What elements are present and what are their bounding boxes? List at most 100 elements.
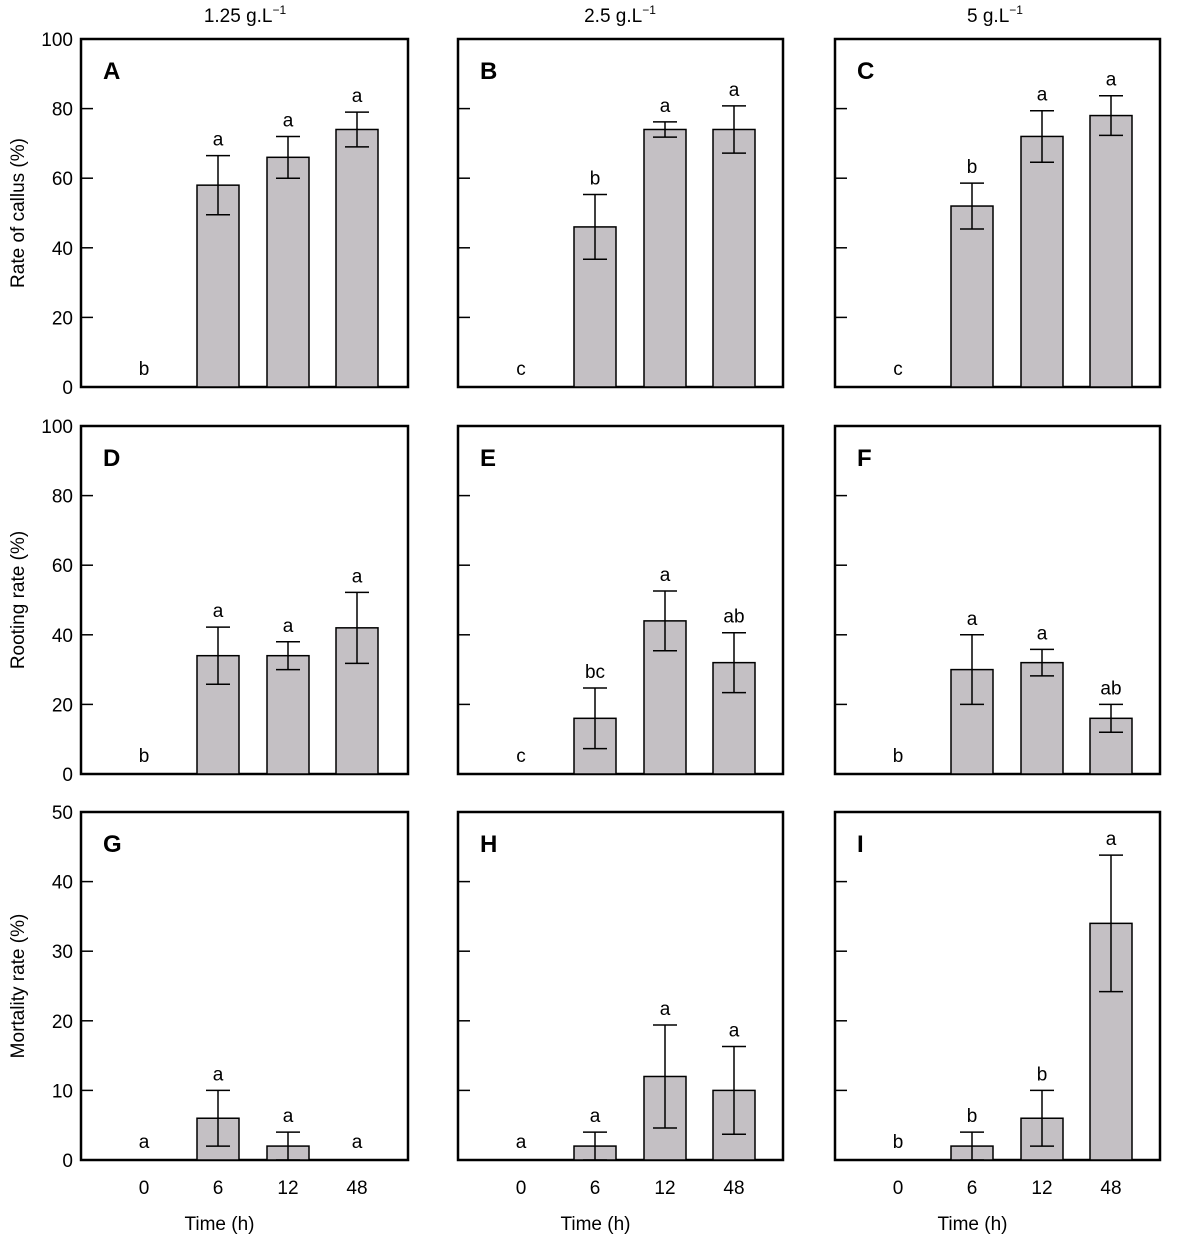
significance-letter: b [893,1132,904,1153]
significance-letter: ab [723,607,744,628]
panel-D: D 0 20 40 60 80 100 b a a a [41,417,410,786]
significance-letter: a [283,1106,294,1127]
x-tick-label: 0 [516,1178,527,1199]
significance-letter: a [660,96,671,117]
panel-frame [456,810,785,1162]
panel-frame [79,810,410,1162]
x-axis-title: Time (h) [560,1214,630,1235]
panel-label: E [480,445,496,472]
bar [266,156,310,388]
x-tick-label: 0 [893,1178,904,1199]
significance-letter: ab [1100,678,1121,699]
panel-frame [456,424,785,776]
x-tick-label: 48 [1100,1178,1121,1199]
significance-letter: a [1106,70,1117,91]
significance-letter: a [1037,85,1048,106]
bar [335,128,379,388]
significance-letter: b [893,746,904,767]
y-tick-label: 20 [52,695,73,716]
significance-letter: a [1106,829,1117,850]
significance-letter: a [729,80,740,101]
x-tick-label: 12 [654,1178,675,1199]
panel-G: G 0 10 20 30 40 50 a 0 a 6 a 12 a 48 Time (h) [52,803,410,1235]
significance-letter: a [213,601,224,622]
column-title-1: 1.25 g.L−1 [204,3,287,27]
column-titles: 1.25 g.L−1 2.5 g.L−1 5 g.L−1 [204,3,1023,27]
significance-letter: b [139,359,150,380]
x-tick-label: 6 [213,1178,224,1199]
significance-letter: a [967,609,978,630]
panel-frame [833,424,1162,776]
significance-letter: c [516,746,526,767]
panel-label: H [480,831,497,858]
y-tick-label: 10 [52,1081,73,1102]
x-tick-label: 0 [139,1178,150,1199]
panel-E: Ec bc a ab [456,424,785,776]
y-tick-label: 20 [52,1012,73,1033]
y-tick-label: 80 [52,100,73,121]
y-tick-label: 50 [52,803,73,824]
significance-letter: b [1037,1064,1048,1085]
x-tick-label: 48 [723,1178,744,1199]
significance-letter: b [590,169,601,190]
significance-letter: b [967,157,978,178]
x-tick-label: 48 [346,1178,367,1199]
significance-letter: b [139,746,150,767]
y-tick-label: 0 [62,378,73,399]
y-tick-label: 80 [52,487,73,508]
significance-letter: a [283,110,294,131]
panel-label: B [480,58,497,85]
significance-letter: a [352,1132,363,1153]
bar [643,128,687,388]
significance-letter: b [967,1106,978,1127]
significance-letter: a [729,1021,740,1042]
bar [1020,135,1064,388]
x-tick-label: 12 [1031,1178,1052,1199]
panel-B: Bc b a a [456,37,785,389]
panel-label: G [103,831,122,858]
y-tick-label: 100 [41,30,73,51]
y-tick-label: 40 [52,239,73,260]
bar [950,205,994,388]
bar [266,654,310,775]
x-tick-label: 12 [277,1178,298,1199]
significance-letter: a [213,130,224,151]
panel-label: D [103,445,120,472]
x-axis-title: Time (h) [937,1214,1007,1235]
y-tick-label: 0 [62,765,73,786]
panel-frame [833,37,1162,389]
panel-label: C [857,58,874,85]
significance-letter: a [590,1106,601,1127]
panel-C: Cc b a a [833,37,1162,389]
x-tick-label: 6 [590,1178,601,1199]
x-axis-title: Time (h) [184,1214,254,1235]
column-title-3: 5 g.L−1 [967,3,1023,27]
significance-letter: a [352,86,363,107]
panel-H: Ha 0 a 6 a 12 a 48 Time (h) [456,810,785,1235]
panels: Rate of callus (%) Rooting rate (%) Mortal… [8,30,1162,1235]
bar [712,128,756,388]
panel-label: F [857,445,872,472]
significance-letter: a [660,999,671,1020]
significance-letter: bc [585,662,605,683]
y-tick-label: 60 [52,556,73,577]
panel-A: A 0 20 40 60 80 100 b a a a [41,30,410,399]
column-title-2: 2.5 g.L−1 [584,3,656,27]
significance-letter: c [516,359,526,380]
significance-letter: a [139,1132,150,1153]
panel-frame [833,810,1162,1162]
y-tick-label: 0 [62,1151,73,1172]
significance-letter: a [660,565,671,586]
significance-letter: a [213,1064,224,1085]
y-tick-label: 30 [52,942,73,963]
panel-label: I [857,831,864,858]
significance-letter: a [283,616,294,637]
y-axis-title-row-3: Mortality rate (%) [8,914,29,1059]
y-tick-label: 100 [41,417,73,438]
significance-letter: a [516,1132,527,1153]
significance-letter: a [1037,623,1048,644]
y-axis-title-row-2: Rooting rate (%) [8,531,29,669]
y-tick-label: 40 [52,873,73,894]
panel-frame [79,37,410,389]
